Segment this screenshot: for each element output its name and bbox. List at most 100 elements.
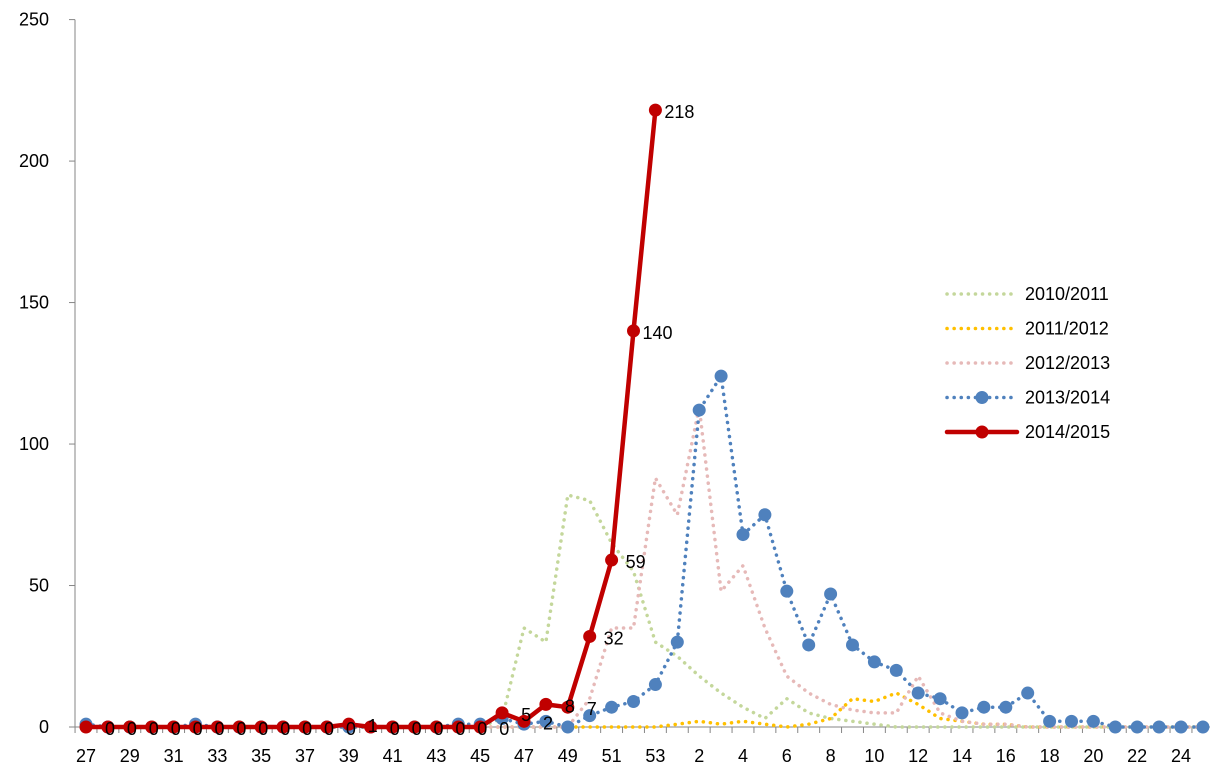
data-label: 0: [258, 719, 268, 739]
point-2013-2014: [1043, 714, 1057, 728]
y-tick-label: 250: [19, 10, 49, 30]
x-tick-label: 6: [782, 746, 792, 766]
x-tick-label: 20: [1083, 746, 1103, 766]
point-2014-2015: [232, 720, 246, 734]
y-tick-label: 50: [29, 576, 49, 596]
point-2013-2014: [780, 584, 794, 598]
data-label: 0: [390, 719, 400, 739]
x-tick-label: 37: [295, 746, 315, 766]
data-label: 0: [433, 719, 443, 739]
x-tick-label: 29: [120, 746, 140, 766]
point-2014-2015: [254, 720, 268, 734]
point-2014-2015: [145, 720, 159, 734]
x-tick-label: 22: [1127, 746, 1147, 766]
data-label: 0: [105, 719, 115, 739]
data-label: 5: [521, 705, 531, 725]
point-2014-2015: [123, 720, 137, 734]
data-label: 0: [149, 719, 159, 739]
point-2013-2014: [955, 706, 969, 720]
legend: 2010/2011 2011/2012 2012/2013 2013/2014 2014…: [944, 284, 1110, 442]
point-2013-2014: [999, 700, 1013, 714]
point-2014-2015: [605, 553, 619, 567]
y-tick-label: 200: [19, 151, 49, 171]
point-2014-2015: [189, 720, 202, 734]
point-2013-2014: [846, 638, 859, 652]
point-2013-2014: [1086, 714, 1100, 728]
point-2013-2014: [889, 663, 903, 677]
x-tick-label: 41: [383, 746, 403, 766]
point-2013-2014: [1021, 686, 1035, 700]
x-tick-label: 27: [76, 746, 96, 766]
point-2014-2015: [408, 720, 421, 734]
x-tick-label: 16: [996, 746, 1016, 766]
data-label: 0: [236, 719, 246, 739]
point-2013-2014: [714, 369, 728, 383]
x-tick-label: 12: [908, 746, 928, 766]
data-label: 0: [499, 719, 509, 739]
point-2014-2015: [473, 720, 487, 734]
point-2013-2014: [802, 638, 816, 652]
series-line-2014-2015: [83, 107, 658, 730]
x-tick-label: 4: [738, 746, 748, 766]
point-2013-2014: [867, 655, 881, 669]
point-2013-2014: [648, 678, 662, 692]
x-tick-label: 2: [694, 746, 704, 766]
series-line-2013-2014: [84, 374, 1205, 729]
legend-label-2013-2014: 2013/2014: [1025, 388, 1110, 408]
point-2014-2015: [342, 717, 356, 731]
point-2014-2015: [495, 706, 509, 720]
point-2013-2014: [911, 686, 925, 700]
point-2014-2015: [539, 697, 553, 711]
data-label: 0: [324, 719, 334, 739]
data-label: 140: [642, 323, 672, 343]
x-tick-label: 35: [251, 746, 271, 766]
legend-label-2014-2015: 2014/2015: [1025, 422, 1110, 442]
x-tick-label: 49: [558, 746, 578, 766]
data-label: 0: [280, 719, 290, 739]
data-label: 0: [214, 719, 224, 739]
point-2014-2015: [79, 720, 93, 734]
data-label: 0: [346, 719, 356, 739]
point-2014-2015: [648, 103, 662, 117]
point-2014-2015: [429, 720, 443, 734]
x-tick-label: 10: [864, 746, 884, 766]
point-2014-2015: [320, 720, 334, 734]
legend-marker-2014-2015: [975, 425, 989, 439]
data-label: 0: [127, 719, 137, 739]
point-2013-2014: [933, 692, 947, 706]
legend-label-2011-2012: 2011/2012: [1025, 319, 1109, 339]
data-label: 59: [626, 552, 646, 572]
x-tick-label: 33: [207, 746, 227, 766]
series-line-2011-2012: [84, 691, 1205, 729]
point-2014-2015: [627, 324, 640, 338]
x-tick-label: 39: [339, 746, 359, 766]
data-label: 0: [193, 719, 203, 739]
point-2013-2014: [1108, 720, 1122, 734]
point-2014-2015: [451, 720, 465, 734]
legend-label-2010-2011: 2010/2011: [1025, 284, 1109, 304]
point-2013-2014: [583, 709, 597, 723]
point-2014-2015: [276, 720, 290, 734]
y-tick-label: 150: [19, 293, 49, 313]
x-tick-label: 18: [1040, 746, 1060, 766]
point-2013-2014: [605, 700, 619, 714]
data-label: 7: [587, 699, 597, 719]
point-2014-2015: [583, 629, 597, 643]
point-2013-2014: [670, 635, 684, 649]
data-label: 32: [604, 628, 624, 648]
point-2013-2014: [1196, 720, 1210, 734]
x-tick-label: 51: [602, 746, 622, 766]
x-tick-label: 47: [514, 746, 534, 766]
point-2013-2014: [627, 695, 640, 709]
point-2013-2014: [977, 700, 991, 714]
data-label: 1: [368, 716, 378, 736]
x-tick-label: 8: [826, 746, 836, 766]
point-2013-2014: [1174, 720, 1188, 734]
point-2014-2015: [101, 720, 115, 734]
data-label: 2: [543, 713, 553, 733]
point-2013-2014: [1065, 714, 1078, 728]
data-label: 8: [565, 696, 575, 716]
point-2014-2015: [167, 720, 181, 734]
data-label: 0: [412, 719, 422, 739]
